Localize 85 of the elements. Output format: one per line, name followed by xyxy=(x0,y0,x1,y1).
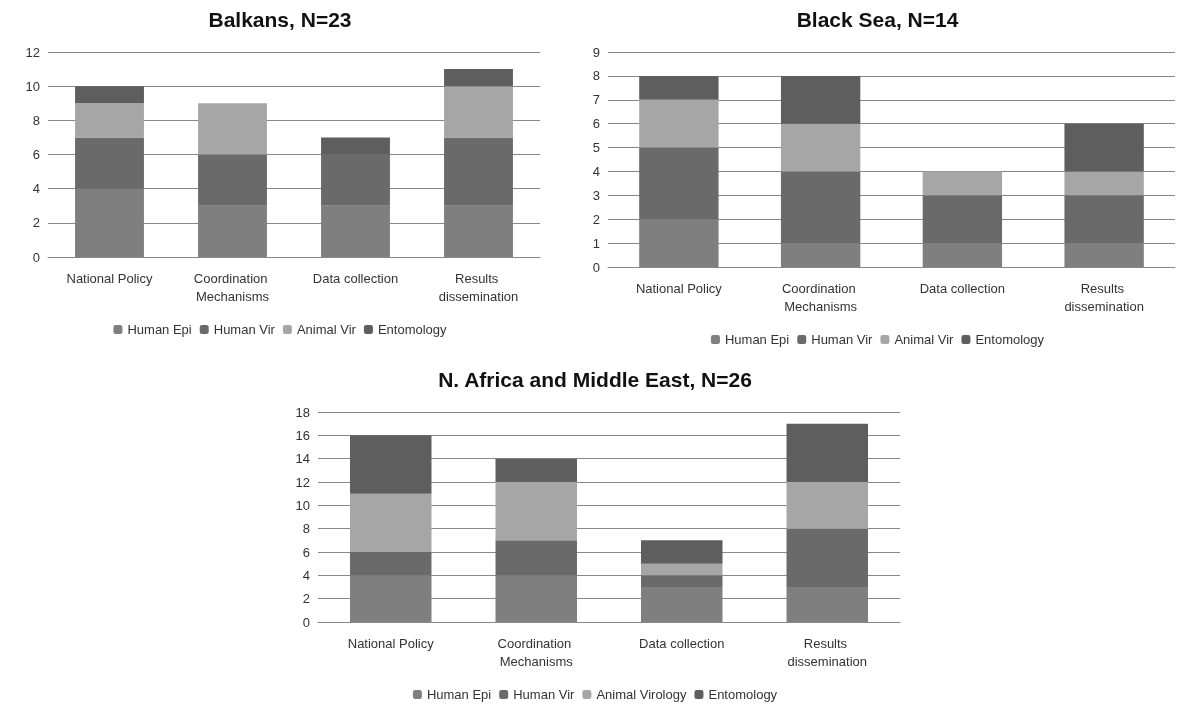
legend-label: Human Vir xyxy=(513,687,576,702)
bar xyxy=(495,458,577,482)
y-tick-label: 2 xyxy=(302,591,310,607)
y-tick-label: 1 xyxy=(592,235,600,251)
bar xyxy=(639,147,719,220)
legend-label: Human Vir xyxy=(213,322,276,337)
x-tick-label: Data collection xyxy=(639,635,725,651)
y-tick-label: 3 xyxy=(592,187,600,203)
y-tick-label: 8 xyxy=(32,112,40,128)
y-tick-label: 14 xyxy=(295,451,310,467)
y-tick-label: 4 xyxy=(32,181,40,197)
legend-label: Human Vir xyxy=(811,332,874,347)
y-tick-label: 4 xyxy=(592,163,600,179)
legend-label: Entomology xyxy=(708,687,778,702)
y-tick-label: 8 xyxy=(302,521,310,537)
bar xyxy=(780,75,861,124)
legend-label: Human Epi xyxy=(724,332,790,347)
y-tick-label: 12 xyxy=(295,474,310,490)
x-tick-label: Data collection xyxy=(312,270,399,286)
x-tick-label: Results dissemination xyxy=(787,635,867,669)
bar xyxy=(350,552,432,576)
x-tick-label: Coordination Mechanisms xyxy=(781,280,860,314)
y-tick-label: 16 xyxy=(295,427,310,443)
y-tick-label: 7 xyxy=(592,92,600,108)
bar xyxy=(639,99,719,148)
legend-label: Animal Vir xyxy=(296,322,357,337)
x-tick-label: National Policy xyxy=(66,270,153,286)
y-tick-label: 8 xyxy=(592,68,600,84)
y-tick-label: 12 xyxy=(25,44,40,60)
y-tick-label: 5 xyxy=(592,140,600,156)
bar xyxy=(75,137,144,189)
bar xyxy=(444,69,513,87)
bar xyxy=(1064,171,1144,196)
y-tick-label: 18 xyxy=(295,404,310,420)
legend-label: Human Epi xyxy=(127,322,192,337)
y-tick-label: 10 xyxy=(25,78,40,94)
y-tick-label: 0 xyxy=(302,614,310,630)
bar xyxy=(198,154,267,206)
bar xyxy=(350,493,432,552)
legend-label: Entomology xyxy=(975,332,1045,347)
bar xyxy=(75,86,144,104)
y-tick-label: 4 xyxy=(302,567,310,583)
bar xyxy=(786,528,868,587)
bar xyxy=(495,540,577,576)
bar xyxy=(1064,195,1144,244)
bar xyxy=(641,540,723,564)
y-tick-label: 6 xyxy=(592,116,600,132)
bar xyxy=(922,195,1003,244)
bar xyxy=(786,482,868,529)
x-tick-label: Results dissemination xyxy=(1064,280,1144,314)
bar xyxy=(444,137,513,206)
bar xyxy=(641,575,723,587)
bar xyxy=(786,423,868,482)
chart-title: Black Sea, N=14 xyxy=(796,8,959,31)
x-tick-label: National Policy xyxy=(347,635,435,651)
y-tick-label: 0 xyxy=(32,249,40,265)
y-tick-label: 2 xyxy=(32,215,40,231)
legend-label: Entomology xyxy=(377,322,448,337)
chart-title: N. Africa and Middle East, N=26 xyxy=(438,368,752,391)
y-tick-label: 0 xyxy=(592,259,600,275)
y-tick-label: 10 xyxy=(295,497,310,513)
x-tick-label: Coordination Mechanisms xyxy=(193,270,272,304)
legend-label: Animal Virology xyxy=(596,687,687,702)
x-tick-label: National Policy xyxy=(635,280,723,296)
legend-label: Human Epi xyxy=(426,687,492,702)
y-tick-label: 9 xyxy=(592,44,600,60)
bar xyxy=(350,435,432,494)
y-tick-label: 6 xyxy=(302,544,310,560)
legend-label: Animal Vir xyxy=(894,332,955,347)
bar xyxy=(198,103,267,155)
bar xyxy=(780,123,861,172)
bar xyxy=(495,482,577,541)
bar xyxy=(641,563,723,576)
x-tick-label: Results dissemination xyxy=(438,270,519,304)
bar xyxy=(780,171,861,244)
bar xyxy=(75,103,144,138)
x-tick-label: Data collection xyxy=(919,280,1006,296)
bar xyxy=(444,86,513,138)
bar xyxy=(639,75,719,100)
y-tick-label: 6 xyxy=(32,147,40,162)
bar xyxy=(922,171,1003,196)
bar xyxy=(1064,123,1144,172)
chart-title: Balkans, N=23 xyxy=(208,8,352,31)
y-tick-label: 2 xyxy=(592,211,600,227)
x-tick-label: Coordination Mechanisms xyxy=(497,635,575,669)
